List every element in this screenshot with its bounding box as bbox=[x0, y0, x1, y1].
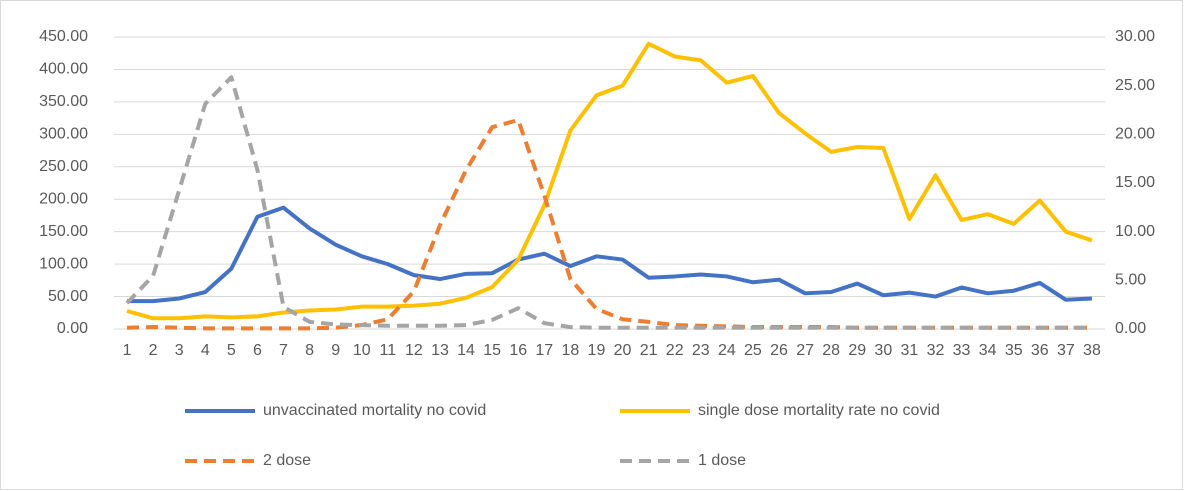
x-tick-label: 28 bbox=[822, 342, 840, 359]
x-tick-label: 35 bbox=[1005, 342, 1023, 359]
legend-label: unvaccinated mortality no covid bbox=[263, 402, 486, 419]
x-tick-label: 34 bbox=[979, 342, 997, 359]
x-tick-label: 30 bbox=[874, 342, 892, 359]
series-line bbox=[125, 75, 1092, 330]
x-tick-label: 18 bbox=[561, 342, 579, 359]
x-tick-label: 11 bbox=[380, 342, 397, 359]
y-tick-label: 50.00 bbox=[48, 288, 88, 305]
x-tick-label: 5 bbox=[227, 342, 236, 359]
x-tick-label: 24 bbox=[718, 342, 736, 359]
x-tick-label: 16 bbox=[509, 342, 527, 359]
x-tick-label: 8 bbox=[305, 342, 314, 359]
y-tick-label: 150.00 bbox=[39, 223, 88, 240]
y2-tick-label: 5.00 bbox=[1115, 272, 1146, 289]
x-tick-label: 22 bbox=[666, 342, 684, 359]
legend-label: 2 dose bbox=[263, 452, 311, 469]
x-tick-label: 38 bbox=[1083, 342, 1101, 359]
y-tick-label: 250.00 bbox=[39, 158, 88, 175]
y2-tick-label: 15.00 bbox=[1115, 174, 1155, 191]
x-tick-label: 19 bbox=[588, 342, 606, 359]
series-line bbox=[127, 205, 1093, 304]
x-tick-label: 7 bbox=[279, 342, 288, 359]
x-tick-label: 29 bbox=[848, 342, 866, 359]
x-tick-label: 14 bbox=[457, 342, 475, 359]
series-line bbox=[126, 41, 1093, 321]
x-tick-label: 33 bbox=[953, 342, 971, 359]
y-tick-label: 350.00 bbox=[39, 93, 88, 110]
x-tick-label: 27 bbox=[796, 342, 814, 359]
x-tick-label: 10 bbox=[353, 342, 371, 359]
x-tick-label: 4 bbox=[201, 342, 210, 359]
x-tick-label: 1 bbox=[123, 342, 132, 359]
y-tick-label: 200.00 bbox=[39, 190, 88, 207]
x-tick-label: 13 bbox=[431, 342, 449, 359]
x-tick-label: 37 bbox=[1057, 342, 1075, 359]
y-tick-label: 400.00 bbox=[39, 61, 88, 78]
x-tick-label: 12 bbox=[405, 342, 423, 359]
x-tick-label: 17 bbox=[535, 342, 553, 359]
y-tick-label: 450.00 bbox=[39, 28, 88, 45]
x-tick-label: 25 bbox=[744, 342, 762, 359]
x-tick-label: 15 bbox=[483, 342, 501, 359]
x-tick-label: 36 bbox=[1031, 342, 1049, 359]
legend-label: single dose mortality rate no covid bbox=[698, 402, 940, 419]
y-tick-label: 300.00 bbox=[39, 126, 88, 143]
x-tick-label: 2 bbox=[149, 342, 158, 359]
x-tick-label: 21 bbox=[640, 342, 658, 359]
x-tick-label: 9 bbox=[331, 342, 340, 359]
legend-label: 1 dose bbox=[698, 452, 746, 469]
x-tick-label: 31 bbox=[901, 342, 919, 359]
y-tick-label: 0.00 bbox=[57, 320, 88, 337]
x-tick-label: 20 bbox=[614, 342, 632, 359]
y-tick-label: 100.00 bbox=[39, 255, 88, 272]
y2-tick-label: 25.00 bbox=[1115, 77, 1155, 94]
y2-tick-label: 20.00 bbox=[1115, 126, 1155, 143]
x-tick-label: 32 bbox=[927, 342, 945, 359]
x-tick-label: 3 bbox=[175, 342, 184, 359]
x-tick-label: 23 bbox=[692, 342, 710, 359]
x-tick-label: 6 bbox=[253, 342, 262, 359]
y2-tick-label: 0.00 bbox=[1115, 320, 1146, 337]
x-tick-label: 26 bbox=[770, 342, 788, 359]
y2-tick-label: 10.00 bbox=[1115, 223, 1155, 240]
y2-tick-label: 30.00 bbox=[1115, 28, 1155, 45]
